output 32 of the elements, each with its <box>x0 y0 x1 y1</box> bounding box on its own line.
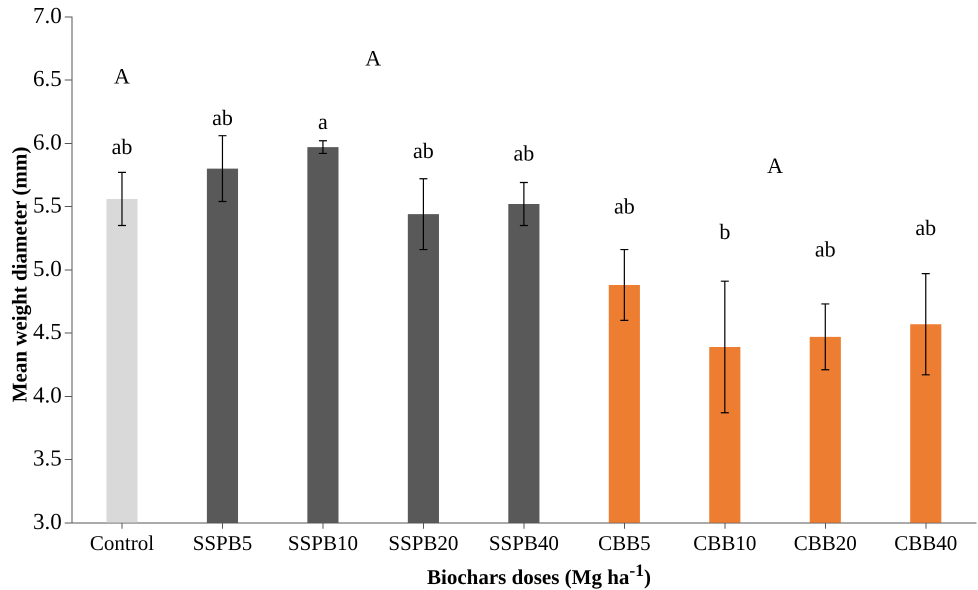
x-axis-title: Biochars doses (Mg ha$^{-1}$) <box>426 560 652 590</box>
y-axis-title: Mean weight diameter (mm) <box>8 146 32 404</box>
x-tick-label: CBB40 <box>894 530 958 555</box>
x-tick-label: CBB10 <box>693 530 756 555</box>
annotation: ab <box>915 215 936 240</box>
x-tick-label: CBB5 <box>598 530 651 555</box>
annotation: A <box>114 63 130 88</box>
x-tick-label: SSPB5 <box>192 530 252 555</box>
annotation: ab <box>112 134 132 160</box>
x-tick-label: SSPB20 <box>388 530 458 555</box>
y-tick-label: 4.0 <box>33 382 62 408</box>
annotation: A <box>365 46 382 71</box>
y-tick-label: 4.5 <box>33 319 62 344</box>
annotation: b <box>719 218 730 244</box>
y-tick-label: 5.5 <box>33 192 62 218</box>
annotation: ab <box>814 236 836 262</box>
y-tick-label: 6.5 <box>33 66 62 92</box>
annotation: A <box>767 153 784 178</box>
x-tick-label: Control <box>90 530 154 555</box>
x-tick-label: SSPB40 <box>488 530 559 555</box>
annotation: ab <box>413 138 434 163</box>
annotation: a <box>318 108 328 134</box>
y-tick-label: 6.0 <box>33 129 62 154</box>
y-tick-label: 3.5 <box>33 446 62 471</box>
x-tick-label: CBB20 <box>794 530 857 555</box>
annotation: ab <box>614 194 635 219</box>
y-tick-label: 3.0 <box>33 508 62 534</box>
x-tick-label: SSPB10 <box>288 530 358 555</box>
y-tick-label: 7.0 <box>33 2 62 28</box>
y-tick-label: 5.0 <box>33 256 62 281</box>
annotation: ab <box>212 105 233 130</box>
annotation: ab <box>513 140 534 166</box>
